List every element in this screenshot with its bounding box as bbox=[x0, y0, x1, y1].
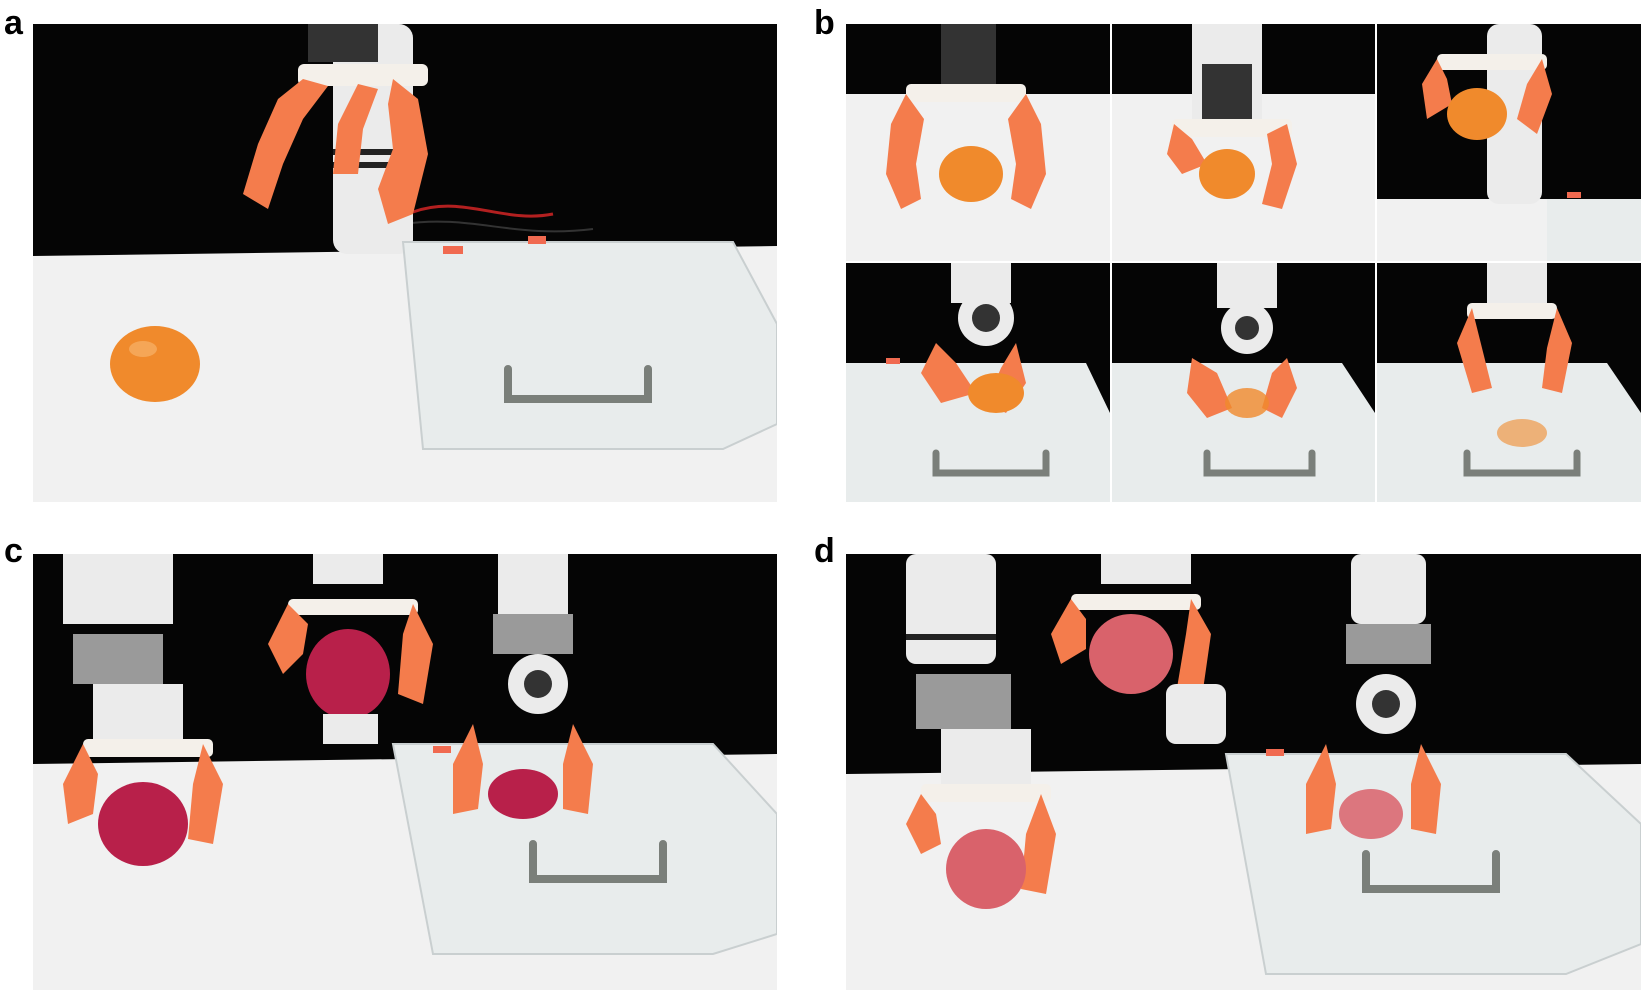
photo-panel-b-3 bbox=[1377, 24, 1641, 261]
panel-label-c: c bbox=[4, 532, 23, 570]
photo-panel-b-6 bbox=[1377, 263, 1641, 502]
photo-panel-d bbox=[846, 554, 1641, 990]
panel-label-a: a bbox=[4, 4, 23, 42]
photo-panel-b-2 bbox=[1112, 24, 1375, 261]
photo-panel-c bbox=[33, 554, 777, 990]
photo-panel-b-5 bbox=[1112, 263, 1375, 502]
photo-panel-b-1 bbox=[846, 24, 1110, 261]
photo-panel-a bbox=[33, 24, 777, 502]
panel-label-b: b bbox=[814, 4, 835, 42]
photo-panel-b-4 bbox=[846, 263, 1110, 502]
panel-label-d: d bbox=[814, 532, 835, 570]
